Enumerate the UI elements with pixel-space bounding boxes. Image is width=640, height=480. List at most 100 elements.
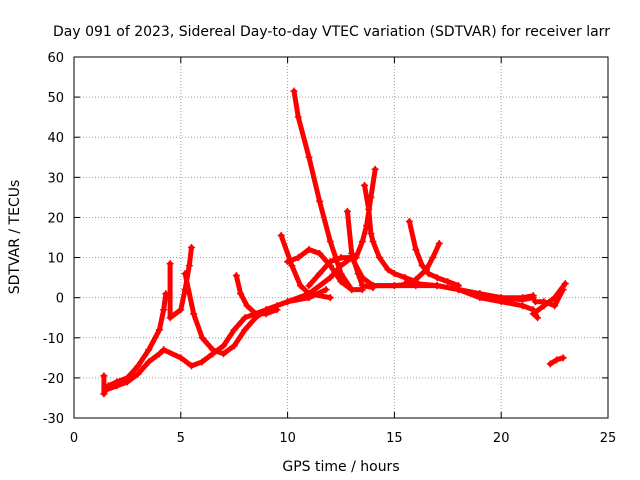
data-point	[425, 270, 433, 278]
data-point	[305, 282, 313, 290]
data-point	[123, 378, 131, 386]
data-point	[367, 229, 375, 237]
data-point	[553, 356, 561, 364]
y-tick-label: 10	[47, 252, 64, 267]
data-series-arc-11	[343, 207, 377, 292]
y-axis-label: SDTVAR / TECUs	[7, 180, 23, 295]
data-point	[358, 282, 366, 290]
data-point	[360, 181, 368, 189]
data-series-arc-1	[100, 290, 170, 398]
data-point	[444, 278, 452, 286]
data-point	[390, 270, 398, 278]
data-point	[220, 342, 228, 350]
data-series-arc-6	[232, 272, 281, 318]
data-series-arc-20	[546, 354, 567, 368]
x-tick-label: 5	[177, 431, 185, 446]
data-point	[252, 310, 260, 318]
data-point	[476, 294, 484, 302]
x-tick-label: 20	[493, 431, 510, 446]
series-trace	[370, 283, 536, 303]
data-point	[529, 294, 537, 302]
data-point	[326, 238, 334, 246]
data-point	[305, 153, 313, 161]
data-series-arc-12	[352, 165, 379, 262]
data-point	[100, 390, 108, 398]
data-point	[185, 262, 193, 270]
data-point	[322, 286, 330, 294]
y-tick-label: 50	[47, 91, 64, 106]
data-point	[296, 282, 304, 290]
data-point	[134, 362, 142, 370]
data-point	[429, 254, 437, 262]
series-trace	[456, 287, 540, 321]
data-point	[559, 354, 567, 362]
data-point	[134, 370, 142, 378]
data-point	[284, 258, 292, 266]
y-tick-label: -30	[43, 412, 64, 427]
data-point	[187, 244, 195, 252]
data-point	[230, 342, 238, 350]
data-point	[337, 270, 345, 278]
plot-frame	[73, 56, 609, 419]
series-trace	[532, 287, 566, 309]
data-point	[418, 262, 426, 270]
data-point	[435, 240, 443, 248]
data-point	[232, 272, 240, 280]
data-point	[198, 334, 206, 342]
data-point	[354, 270, 362, 278]
data-point	[100, 372, 108, 380]
data-point	[384, 266, 392, 274]
data-point	[230, 326, 238, 334]
data-point	[187, 362, 195, 370]
data-point	[454, 286, 462, 294]
data-point	[540, 298, 548, 306]
data-point	[166, 314, 174, 322]
data-point	[160, 346, 168, 354]
data-point	[273, 306, 281, 314]
data-point	[316, 250, 324, 258]
data-point	[155, 326, 163, 334]
data-point	[190, 310, 198, 318]
data-point	[369, 282, 377, 290]
data-point	[412, 246, 420, 254]
data-point	[326, 258, 334, 266]
data-point	[531, 298, 539, 306]
data-point	[145, 346, 153, 354]
data-point	[433, 282, 441, 290]
data-point	[294, 113, 302, 121]
data-series-arc-7	[277, 231, 334, 302]
x-tick-label: 0	[70, 431, 78, 446]
y-tick-label: -10	[43, 332, 64, 347]
x-axis-label: GPS time / hours	[282, 459, 399, 475]
data-point	[177, 354, 185, 362]
data-series-arc-14	[405, 217, 462, 290]
data-point	[277, 231, 285, 239]
data-point	[316, 197, 324, 205]
data-point	[519, 302, 527, 310]
data-point	[433, 274, 441, 282]
data-point	[343, 207, 351, 215]
data-series-arc-19	[531, 286, 567, 310]
data-point	[305, 246, 313, 254]
data-point	[559, 286, 567, 294]
data-point	[102, 386, 110, 394]
data-point	[155, 350, 163, 358]
data-point	[177, 306, 185, 314]
data-point	[352, 254, 360, 262]
data-point	[284, 298, 292, 306]
data-point	[358, 238, 366, 246]
data-point	[401, 274, 409, 282]
y-tick-label: 40	[47, 131, 64, 146]
data-point	[561, 280, 569, 288]
data-point	[497, 298, 505, 306]
x-tick-label: 10	[279, 431, 296, 446]
data-point	[375, 254, 383, 262]
data-point	[551, 302, 559, 310]
y-tick-label: 20	[47, 211, 64, 226]
data-point	[348, 286, 356, 294]
data-series-arc-4	[166, 244, 195, 322]
data-point	[181, 270, 189, 278]
data-point	[326, 274, 334, 282]
